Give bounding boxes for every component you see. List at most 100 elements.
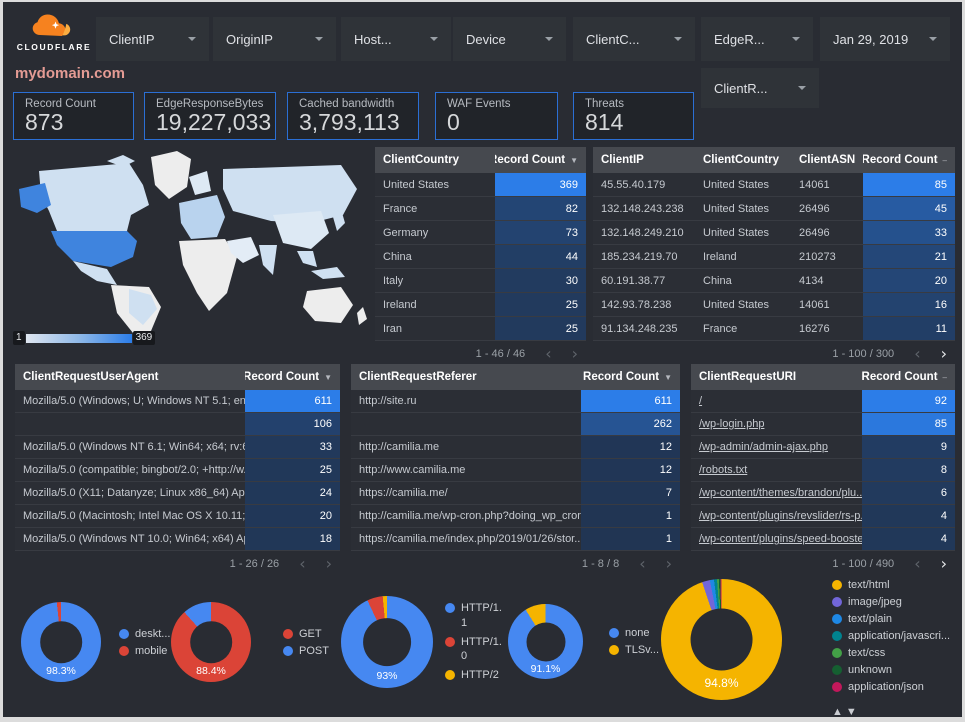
column-header[interactable]: ClientCountry bbox=[703, 154, 780, 166]
dimension-cell: Mozilla/5.0 (Macintosh; Intel Mac OS X 1… bbox=[23, 510, 245, 522]
dimension-cell: Mozilla/5.0 (Windows; U; Windows NT 5.1;… bbox=[23, 395, 245, 407]
record-count-cell: 16 bbox=[863, 293, 955, 316]
column-header[interactable]: ClientRequestUserAgent bbox=[23, 371, 159, 383]
dimension-cell: https://camilia.me/ bbox=[359, 487, 448, 499]
donut-ring[interactable]: 91.1% bbox=[508, 604, 583, 679]
dimension-cell: Mozilla/5.0 (Windows NT 6.1; Win64; x64;… bbox=[23, 441, 245, 453]
dimension-cell: http://camilia.me bbox=[359, 441, 440, 453]
filter-host[interactable]: Host... bbox=[341, 17, 451, 61]
chevron-down-icon bbox=[315, 37, 323, 41]
world-map[interactable]: 1 369 bbox=[11, 147, 371, 347]
chevron-down-icon bbox=[430, 37, 438, 41]
next-page-icon[interactable]: › bbox=[940, 344, 947, 363]
dimension-cell: http://www.camilia.me bbox=[359, 464, 466, 476]
uri-link[interactable]: /wp-login.php bbox=[699, 418, 765, 430]
column-header[interactable]: Record Count – bbox=[862, 371, 947, 383]
dimension-cell bbox=[15, 413, 245, 435]
chevron-down-icon bbox=[792, 37, 800, 41]
next-page-icon[interactable]: › bbox=[325, 554, 332, 573]
record-count-cell: 24 bbox=[245, 482, 340, 504]
donut-ring[interactable]: 93% bbox=[341, 596, 433, 688]
dimension-cell: China bbox=[703, 274, 732, 287]
column-header[interactable]: ClientRequestURI bbox=[699, 371, 797, 383]
legend-dot-icon bbox=[119, 628, 129, 639]
filter-device[interactable]: Device bbox=[453, 17, 566, 61]
donut-ring[interactable]: 94.8% bbox=[661, 579, 782, 700]
cloudflare-wordmark: CLOUDFLARE bbox=[16, 42, 92, 52]
uri-link[interactable]: / bbox=[699, 395, 703, 407]
dimension-cell: /wp-admin/admin-ajax.php bbox=[691, 436, 862, 458]
content-type-donut-chart: 94.8% text/html image/jpeg text/plain applic… bbox=[661, 579, 950, 717]
record-count-cell: 369 bbox=[495, 173, 586, 196]
prev-page-icon[interactable]: ‹ bbox=[914, 554, 921, 573]
legend-item: none bbox=[609, 627, 659, 639]
next-page-icon[interactable]: › bbox=[665, 554, 672, 573]
date-range-picker[interactable]: Jan 29, 2019 bbox=[820, 17, 950, 61]
record-count-cell: 11 bbox=[863, 317, 955, 340]
scorecard-value: 3,793,113 bbox=[299, 109, 400, 135]
uri-link[interactable]: /robots.txt bbox=[699, 464, 748, 476]
prev-page-icon[interactable]: ‹ bbox=[639, 554, 646, 573]
donut-percent-label: 91.1% bbox=[530, 662, 561, 675]
uri-link[interactable]: /wp-content/plugins/speed-booste... bbox=[699, 533, 862, 545]
legend-label: text/html bbox=[848, 579, 890, 591]
uri-link[interactable]: /wp-content/plugins/revslider/rs-p... bbox=[699, 510, 862, 522]
dimension-cell: 26496 bbox=[799, 226, 830, 239]
prev-page-icon[interactable]: ‹ bbox=[914, 344, 921, 363]
filter-edgeresponse[interactable]: EdgeR... bbox=[701, 17, 813, 61]
legend-label: HTTP/2 bbox=[461, 669, 499, 682]
record-count-cell: 44 bbox=[495, 245, 586, 268]
map-color-scale: 1 369 bbox=[13, 331, 156, 345]
legend-label: mobile bbox=[135, 644, 168, 657]
column-header[interactable]: ClientCountry bbox=[383, 154, 460, 166]
device-donut-chart: 98.3% deskt... mobile bbox=[21, 602, 170, 682]
legend-item: HTTP/2 bbox=[445, 668, 505, 682]
prev-page-icon[interactable]: ‹ bbox=[299, 554, 306, 573]
table-pagination: 1 - 26 / 26 ‹ › bbox=[15, 551, 340, 577]
filter-clientcountry[interactable]: ClientC... bbox=[573, 17, 695, 61]
client-ip-table: ClientIP ClientCountry ClientASN Record Cou… bbox=[593, 147, 955, 367]
donut-percent-label: 88.4% bbox=[196, 665, 226, 678]
dimension-cell: /robots.txt bbox=[691, 459, 862, 481]
legend-label: none bbox=[625, 627, 650, 639]
column-header[interactable]: Record Count – bbox=[863, 154, 947, 166]
table-row: 142.93.78.238 United States 14061 16 bbox=[593, 293, 955, 317]
donut-ring[interactable]: 98.3% bbox=[21, 602, 101, 682]
legend-dot-icon bbox=[609, 645, 619, 655]
scorecard-label: Threats bbox=[585, 98, 624, 110]
filter-clientrequest[interactable]: ClientR... bbox=[701, 68, 819, 108]
filter-clientip[interactable]: ClientIP bbox=[96, 17, 209, 61]
next-page-icon[interactable]: › bbox=[940, 554, 947, 573]
scorecard-value: 0 bbox=[447, 109, 460, 135]
filter-originip[interactable]: OriginIP bbox=[213, 17, 336, 61]
next-page-icon[interactable]: › bbox=[571, 344, 578, 363]
uri-link[interactable]: /wp-admin/admin-ajax.php bbox=[699, 441, 829, 453]
column-header[interactable]: ClientIP bbox=[601, 154, 644, 166]
scorecard-label: WAF Events bbox=[447, 98, 511, 110]
table-row: France 82 bbox=[375, 197, 586, 221]
column-header[interactable]: ClientRequestReferer bbox=[359, 371, 477, 383]
legend-dot-icon bbox=[445, 670, 455, 681]
column-header[interactable]: Record Count ▼ bbox=[245, 371, 332, 383]
column-header[interactable]: Record Count ▼ bbox=[495, 154, 578, 166]
scorecard-label: Record Count bbox=[25, 98, 96, 110]
column-header[interactable]: ClientASN bbox=[799, 154, 856, 166]
legend-scroll-arrows[interactable]: ▲▼ bbox=[832, 706, 860, 717]
record-count-cell: 18 bbox=[245, 528, 340, 550]
uri-link[interactable]: /wp-content/themes/brandon/plu... bbox=[699, 487, 862, 499]
prev-page-icon[interactable]: ‹ bbox=[545, 344, 552, 363]
map-scale-gradient bbox=[25, 333, 132, 343]
donut-ring[interactable]: 88.4% bbox=[171, 602, 251, 682]
dimension-cell: 185.234.219.70 bbox=[601, 250, 678, 263]
legend-dot-icon bbox=[283, 645, 293, 656]
column-header[interactable]: Record Count ▼ bbox=[583, 371, 672, 383]
table-row: Mozilla/5.0 (compatible; bingbot/2.0; +h… bbox=[15, 459, 340, 482]
map-scale-min: 1 bbox=[13, 331, 25, 345]
table-row: /wp-admin/admin-ajax.php 9 bbox=[691, 436, 955, 459]
record-count-cell: 1 bbox=[581, 528, 680, 550]
dimension-cell: United States bbox=[383, 178, 450, 191]
dimension-cell: France bbox=[703, 322, 738, 335]
legend-item: mobile bbox=[119, 645, 170, 657]
dimension-cell: 142.93.78.238 bbox=[601, 298, 672, 311]
table-row: 132.148.249.210 United States 26496 33 bbox=[593, 221, 955, 245]
